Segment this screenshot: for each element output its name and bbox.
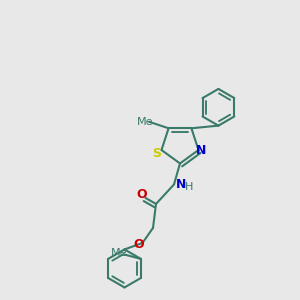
Text: O: O (136, 188, 147, 201)
Text: Me: Me (111, 248, 128, 258)
Text: H: H (185, 182, 193, 191)
Text: O: O (134, 238, 144, 251)
Text: N: N (176, 178, 187, 191)
Text: N: N (196, 143, 207, 157)
Text: S: S (152, 146, 161, 160)
Text: Me: Me (136, 117, 153, 127)
